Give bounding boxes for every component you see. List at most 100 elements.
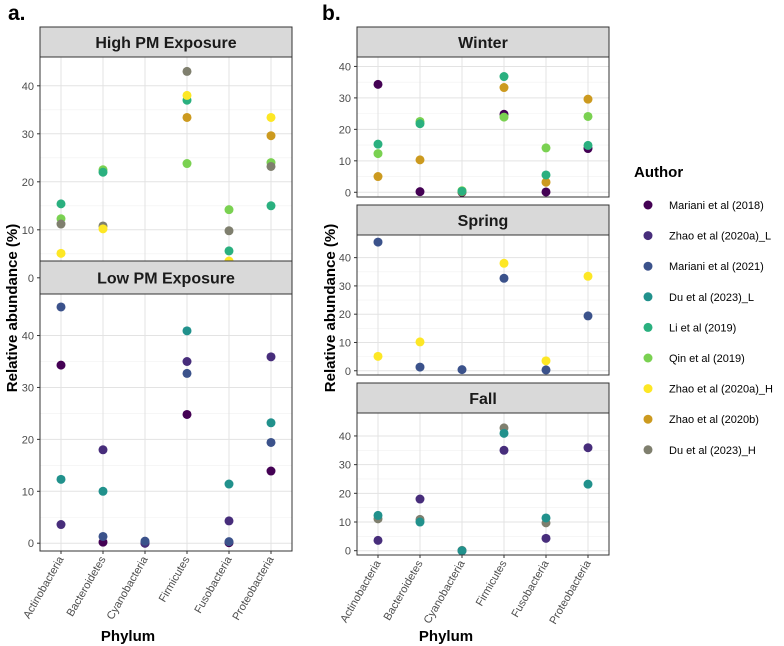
legend-title: Author (634, 164, 683, 181)
data-point (182, 66, 192, 76)
legend-label: Li et al (2019) (669, 322, 736, 334)
y-axis-title-a: Relative abundance (%) (4, 224, 21, 392)
data-point (373, 535, 383, 545)
data-point (182, 326, 192, 336)
data-point (98, 445, 108, 455)
legend-item: Li et al (2019) (643, 322, 736, 334)
data-point (415, 494, 425, 504)
legend-item: Du et al (2023)_L (643, 292, 754, 304)
data-point (373, 510, 383, 520)
legend-item: Zhao et al (2020b) (643, 414, 759, 426)
data-point (541, 356, 551, 366)
legend-label: Qin et al (2019) (669, 353, 745, 365)
x-tick-label: Bacteroidetes (382, 558, 426, 623)
data-point (499, 83, 509, 93)
facet-fall: Fall 0 10 20 30 40 ActinobacteriaBacteroidetes… (338, 382, 610, 626)
x-axis-title-a: Phylum (101, 628, 155, 645)
plot-area (357, 57, 609, 197)
legend-swatch (643, 384, 653, 394)
data-point (56, 474, 66, 484)
x-tick-label: Proteobacteria (230, 554, 277, 623)
data-point (541, 365, 551, 375)
legend-label: Du et al (2023)_L (669, 292, 754, 304)
data-point (182, 409, 192, 419)
y-tick-label: 20 (22, 434, 34, 446)
y-tick-label: 0 (345, 187, 351, 199)
data-point (415, 187, 425, 197)
y-tick-label: 40 (339, 253, 351, 265)
y-tick-label: 40 (22, 81, 34, 93)
data-point (457, 186, 467, 196)
data-point (98, 224, 108, 234)
data-point (266, 437, 276, 447)
y-tick-label: 30 (22, 382, 34, 394)
data-point (583, 111, 593, 121)
y-tick-label: 20 (22, 177, 34, 189)
data-point (415, 337, 425, 347)
data-point (373, 139, 383, 149)
data-point (266, 112, 276, 122)
data-point (541, 533, 551, 543)
facet-spring: Spring 0 10 20 30 40 (339, 204, 610, 378)
data-point (266, 418, 276, 428)
data-point (373, 237, 383, 247)
facet-winter: Winter 0 10 20 30 40 (339, 26, 610, 199)
data-point (415, 517, 425, 527)
facet-low-pm-exposure: Low PM Exposure 0 10 20 30 40 ActinobacteriaBa… (21, 260, 293, 623)
data-point (499, 258, 509, 268)
data-point (415, 155, 425, 165)
facet-strip (39, 26, 293, 58)
legend-item: Mariani et al (2021) (643, 261, 764, 273)
x-tick-label: Actinobacteria (21, 554, 67, 621)
data-point (182, 368, 192, 378)
facet-title: Fall (469, 391, 497, 408)
facet-title: High PM Exposure (95, 35, 236, 52)
facet-title: Spring (458, 213, 509, 230)
panel-border (356, 234, 610, 376)
y-tick-label: 10 (339, 156, 351, 168)
y-tick-label: 10 (339, 337, 351, 349)
data-point (415, 119, 425, 129)
y-tick-label: 40 (339, 431, 351, 443)
legend: Mariani et al (2018) Zhao et al (2020a)_L… (643, 200, 773, 457)
facet-title: Winter (458, 35, 508, 52)
facet-strip (39, 260, 293, 295)
data-point (583, 271, 593, 281)
legend-item: Du et al (2023)_H (643, 445, 756, 457)
data-point (224, 537, 234, 547)
data-point (182, 159, 192, 169)
facet-title: Low PM Exposure (97, 271, 235, 288)
y-tick-label: 30 (339, 460, 351, 472)
plot-area (357, 413, 609, 555)
y-tick-label: 30 (339, 93, 351, 105)
data-point (266, 201, 276, 211)
y-axis-title-b: Relative abundance (%) (322, 224, 339, 392)
x-tick-label: Firmicutes (474, 558, 510, 608)
facet-strip (356, 26, 610, 58)
data-point (98, 167, 108, 177)
data-point (583, 443, 593, 453)
y-tick-label: 10 (22, 225, 34, 237)
legend-swatch (643, 353, 653, 363)
data-point (266, 352, 276, 362)
data-point (182, 112, 192, 122)
x-tick-label: Fusobacteria (192, 554, 235, 616)
x-tick-label: Bacteroidetes (65, 554, 109, 619)
data-point (541, 143, 551, 153)
panel-label-b: b. (322, 2, 341, 25)
data-point (499, 428, 509, 438)
data-point (541, 170, 551, 180)
legend-item: Zhao et al (2020a)_H (643, 384, 773, 396)
data-point (266, 131, 276, 141)
legend-label: Zhao et al (2020b) (669, 414, 759, 426)
data-point (541, 513, 551, 523)
data-point (583, 311, 593, 321)
legend-label: Mariani et al (2021) (669, 261, 764, 273)
data-point (457, 546, 467, 556)
facet-panels: High PM Exposure 0 10 20 30 40 Low PM Exposure… (21, 26, 610, 626)
y-tick-label: 0 (345, 366, 351, 378)
data-point (224, 205, 234, 215)
panel-label-a: a. (8, 2, 26, 25)
data-point (499, 72, 509, 82)
